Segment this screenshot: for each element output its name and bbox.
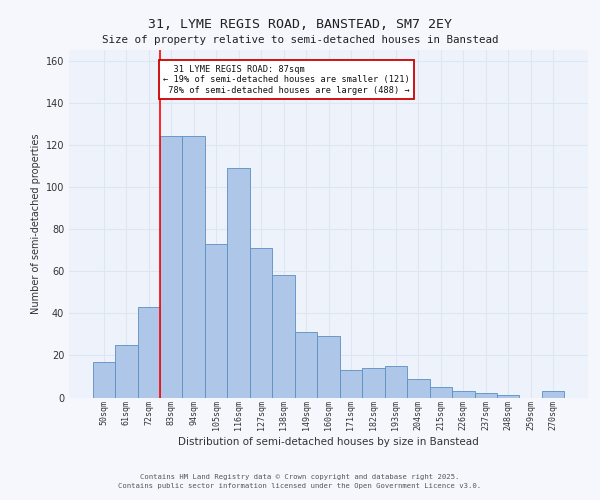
Bar: [272, 276, 295, 398]
Text: Contains HM Land Registry data © Crown copyright and database right 2025.
Contai: Contains HM Land Registry data © Crown c…: [118, 474, 482, 489]
Bar: [452, 391, 475, 398]
Bar: [362, 368, 385, 398]
Text: 31 LYME REGIS ROAD: 87sqm
← 19% of semi-detached houses are smaller (121)
 78% o: 31 LYME REGIS ROAD: 87sqm ← 19% of semi-…: [163, 64, 410, 94]
Bar: [182, 136, 205, 398]
Y-axis label: Number of semi-detached properties: Number of semi-detached properties: [31, 134, 41, 314]
Bar: [475, 394, 497, 398]
Bar: [137, 307, 160, 398]
Bar: [542, 391, 565, 398]
Bar: [295, 332, 317, 398]
Bar: [385, 366, 407, 398]
Bar: [407, 378, 430, 398]
Bar: [340, 370, 362, 398]
Bar: [160, 136, 182, 398]
Bar: [430, 387, 452, 398]
Bar: [115, 345, 137, 398]
Bar: [92, 362, 115, 398]
Bar: [227, 168, 250, 398]
Bar: [205, 244, 227, 398]
Bar: [497, 396, 520, 398]
Text: Size of property relative to semi-detached houses in Banstead: Size of property relative to semi-detach…: [102, 35, 498, 45]
X-axis label: Distribution of semi-detached houses by size in Banstead: Distribution of semi-detached houses by …: [178, 437, 479, 447]
Bar: [317, 336, 340, 398]
Text: 31, LYME REGIS ROAD, BANSTEAD, SM7 2EY: 31, LYME REGIS ROAD, BANSTEAD, SM7 2EY: [148, 18, 452, 30]
Bar: [250, 248, 272, 398]
